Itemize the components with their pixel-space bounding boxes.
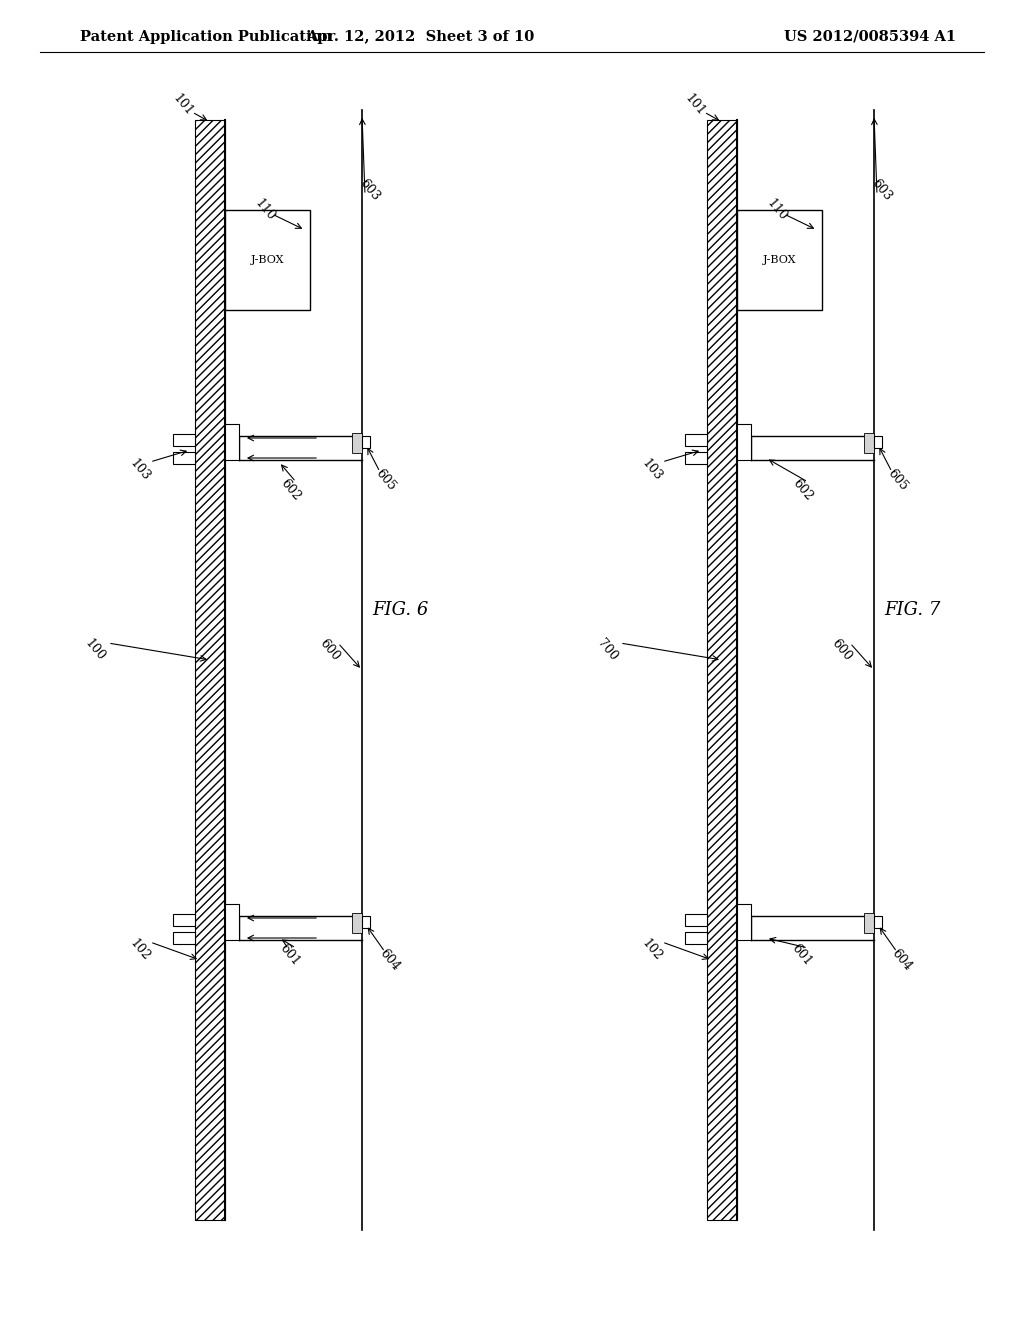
Text: 604: 604 [889,946,914,973]
Bar [685,932,707,944]
Text: 601: 601 [790,941,815,969]
Text: 601: 601 [278,941,303,969]
Bar [173,434,195,446]
Text: 600: 600 [829,636,855,664]
Bar [685,451,707,465]
Text: 600: 600 [317,636,343,664]
Text: FIG. 7: FIG. 7 [884,601,940,619]
Text: 602: 602 [278,477,303,503]
Bar [737,904,751,940]
Text: 102: 102 [639,937,665,964]
Bar [737,210,822,310]
Text: FIG. 6: FIG. 6 [372,601,428,619]
Bar [352,433,362,453]
Text: 102: 102 [127,937,153,964]
Bar [195,120,225,1220]
Text: 603: 603 [357,177,383,203]
Bar [225,904,239,940]
Bar [225,424,239,459]
Text: Patent Application Publication: Patent Application Publication [80,30,332,44]
Text: 101: 101 [170,91,196,119]
Text: US 2012/0085394 A1: US 2012/0085394 A1 [784,30,956,44]
Text: 604: 604 [377,946,402,973]
Text: J-BOX: J-BOX [763,255,797,265]
Text: 110: 110 [764,197,790,223]
Text: 101: 101 [682,91,708,119]
Text: 602: 602 [790,477,815,503]
Bar [685,434,707,446]
Bar [352,913,362,933]
Bar [864,913,874,933]
Text: 605: 605 [373,467,397,494]
Bar [225,210,310,310]
Text: 603: 603 [869,177,895,203]
Bar [362,436,370,447]
Bar [173,932,195,944]
Bar [685,913,707,927]
Text: 700: 700 [594,636,620,664]
Text: 103: 103 [639,457,665,483]
Bar [173,913,195,927]
Bar [864,433,874,453]
Text: 605: 605 [885,467,909,494]
Text: 110: 110 [252,197,278,223]
Bar [707,120,737,1220]
Bar [737,424,751,459]
Text: 103: 103 [127,457,153,483]
Bar [874,436,882,447]
Bar [362,916,370,928]
Text: Apr. 12, 2012  Sheet 3 of 10: Apr. 12, 2012 Sheet 3 of 10 [306,30,535,44]
Text: J-BOX: J-BOX [251,255,285,265]
Bar [874,916,882,928]
Bar [173,451,195,465]
Text: 100: 100 [82,636,108,664]
